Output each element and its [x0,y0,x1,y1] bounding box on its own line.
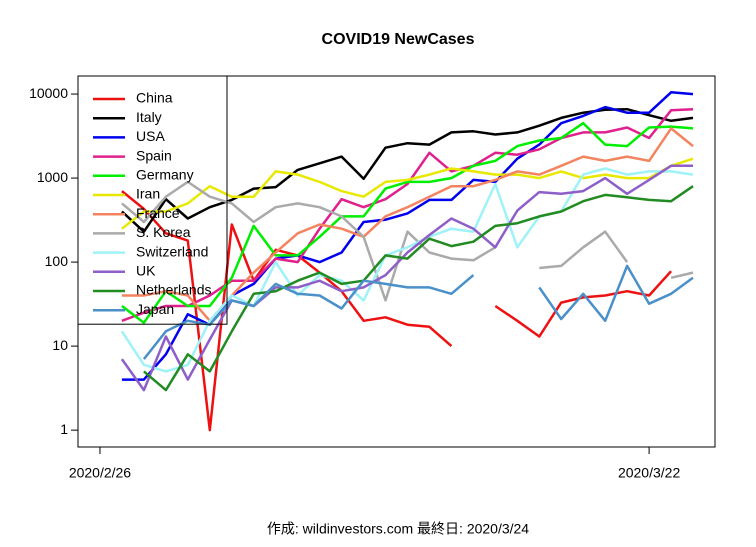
legend-label: Japan [136,301,174,317]
legend-label: UK [136,263,156,279]
legend-box [77,75,228,325]
legend-label: Netherlands [136,282,212,298]
x-tick-label: 2020/3/22 [618,465,680,481]
series-line [121,190,673,432]
plot-box [77,75,716,448]
legend-label: Switzerland [136,243,208,259]
y-tick-label: 10 [52,337,68,353]
legend-label: S. Korea [136,224,191,240]
series-line [143,185,694,392]
chart-title: COVID19 NewCases [322,31,475,48]
y-tick-label: 1000 [37,169,68,185]
series-line [121,107,694,322]
x-tick-label: 2020/2/26 [69,465,131,481]
series-line [120,164,693,392]
legend-label: USA [136,128,165,144]
series-line [142,264,694,360]
legend-label: France [136,205,180,221]
series-line [121,121,694,324]
y-tick-label: 10000 [29,85,68,101]
footer: 作成: wildinvestors.com 最終日: 2020/3/24 [267,521,529,537]
legend-label: Germany [136,167,194,183]
legend-label: China [136,90,173,106]
y-tick-label: 100 [45,253,69,269]
legend-label: Iran [136,186,160,202]
y-tick-label: 1 [60,421,68,437]
series-line [121,157,694,230]
legend-label: Spain [136,147,172,163]
series-line [121,180,694,302]
legend-label: Italy [136,109,162,125]
series-line [120,167,694,373]
